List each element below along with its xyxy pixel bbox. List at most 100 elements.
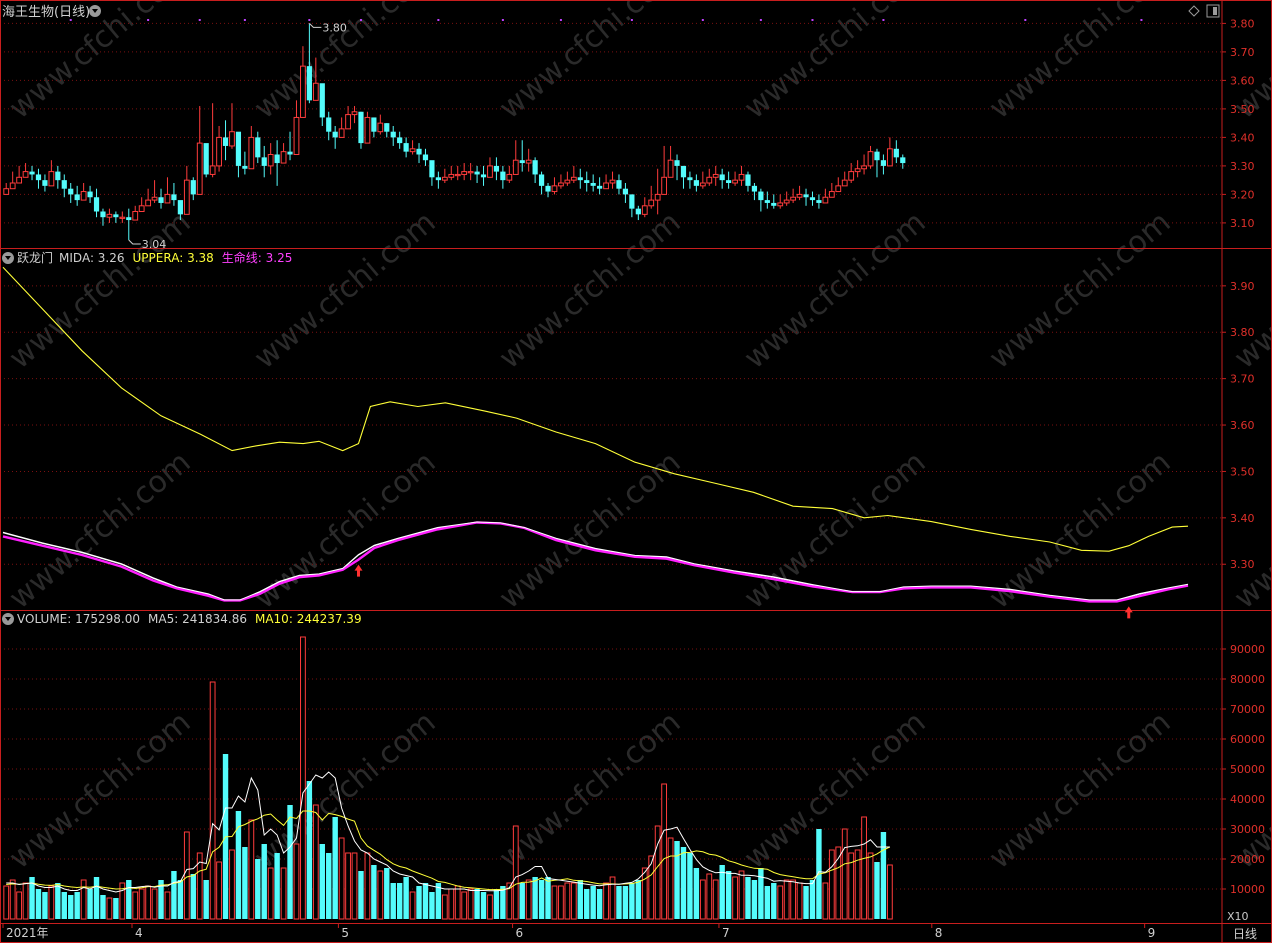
candle-body-up[interactable] [48, 171, 55, 187]
candle-body-down[interactable] [538, 174, 545, 186]
candle-body-up[interactable] [828, 191, 835, 198]
candle-body-down[interactable] [880, 160, 887, 166]
volume-bar-down[interactable] [771, 883, 777, 919]
volume-bar-up[interactable] [48, 885, 55, 920]
candle-body-up[interactable] [848, 171, 855, 181]
candle-body-up[interactable] [886, 148, 893, 167]
volume-bar-up[interactable] [229, 849, 235, 920]
volume-bar-down[interactable] [190, 874, 196, 919]
volume-bar-down[interactable] [74, 892, 80, 919]
volume-bar-down[interactable] [403, 877, 409, 919]
candle-body-up[interactable] [216, 136, 222, 167]
volume-bar-down[interactable] [126, 880, 132, 919]
volume-bar-down[interactable] [326, 853, 332, 919]
candle-body-up[interactable] [312, 82, 319, 101]
volume-bar-down[interactable] [622, 886, 629, 919]
volume-bar-down[interactable] [61, 892, 67, 919]
candle-body-up[interactable] [293, 116, 300, 155]
candle-body-up[interactable] [835, 185, 842, 193]
candle-body-down[interactable] [371, 117, 377, 132]
volume-bar-up[interactable] [145, 885, 152, 920]
volume-bar-down[interactable] [532, 877, 538, 919]
volume-bar-up[interactable] [603, 882, 609, 920]
buy-signal-arrow-icon[interactable] [354, 564, 363, 577]
candle-body-up[interactable] [345, 114, 351, 130]
volume-bar-up[interactable] [345, 852, 351, 920]
volume-bar-down[interactable] [474, 889, 480, 919]
diamond-icon[interactable] [1188, 5, 1200, 17]
candle-body-up[interactable] [300, 65, 306, 118]
candle-body-up[interactable] [441, 176, 448, 181]
volume-bar-up[interactable] [216, 861, 222, 920]
volume-bar-up[interactable] [267, 867, 274, 920]
volume-bar-down[interactable] [480, 892, 487, 919]
candle-body-down[interactable] [597, 185, 603, 189]
candle-body-up[interactable] [790, 196, 797, 201]
volume-bar-down[interactable] [751, 880, 758, 919]
volume-bar-down[interactable] [493, 889, 500, 919]
volume-bar-down[interactable] [255, 859, 261, 919]
candle-body-up[interactable] [525, 159, 532, 164]
candle-body-up[interactable] [738, 173, 745, 181]
volume-bar-down[interactable] [590, 886, 596, 919]
volume-bar-up[interactable] [467, 888, 474, 920]
candle-body-up[interactable] [648, 199, 655, 207]
volume-bar-down[interactable] [674, 841, 680, 919]
volume-bar-up[interactable] [138, 888, 145, 920]
candle-body-down[interactable] [68, 188, 74, 195]
volume-panel[interactable] [3, 636, 893, 920]
volume-bar-up[interactable] [280, 867, 287, 920]
volume-bar-down[interactable] [596, 889, 603, 919]
volume-bar-down[interactable] [158, 880, 164, 919]
volume-bar-down[interactable] [809, 880, 816, 919]
candle-body-down[interactable] [177, 200, 183, 215]
volume-bar-up[interactable] [16, 891, 23, 920]
candle-body-down[interactable] [235, 131, 242, 166]
volume-bar-up[interactable] [558, 885, 564, 920]
candle-body-down[interactable] [287, 151, 293, 155]
volume-bar-up[interactable] [796, 882, 803, 920]
candle-body-down[interactable] [435, 177, 441, 181]
volume-bar-down[interactable] [396, 883, 403, 919]
candle-body-up[interactable] [512, 159, 519, 175]
candle-body-down[interactable] [751, 185, 758, 192]
candle-body-down[interactable] [687, 177, 693, 181]
volume-bar-up[interactable] [699, 879, 706, 920]
volume-bar-up[interactable] [9, 879, 16, 920]
candle-body-down[interactable] [255, 137, 261, 158]
volume-bar-up[interactable] [106, 897, 113, 920]
candle-body-up[interactable] [841, 179, 848, 187]
volume-bar-up[interactable] [196, 852, 203, 920]
candle-body-down[interactable] [693, 180, 699, 186]
candle-body-down[interactable] [771, 202, 777, 206]
candle-body-down[interactable] [190, 180, 196, 195]
candle-body-down[interactable] [74, 194, 80, 201]
candle-body-down[interactable] [422, 154, 429, 161]
candle-body-down[interactable] [493, 165, 500, 172]
candle-body-down[interactable] [474, 171, 480, 175]
candle-body-up[interactable] [861, 165, 867, 170]
candle-body-down[interactable] [242, 165, 248, 169]
volume-bar-up[interactable] [377, 870, 384, 920]
volume-bar-down[interactable] [538, 880, 545, 919]
candle-body-up[interactable] [229, 131, 235, 147]
candle-body-up[interactable] [783, 199, 790, 204]
candle-body-down[interactable] [584, 180, 590, 183]
candle-body-down[interactable] [803, 194, 809, 198]
volume-bar-down[interactable] [319, 844, 325, 919]
volume-bar-up[interactable] [487, 894, 493, 920]
candle-body-down[interactable] [629, 194, 635, 209]
volume-bar-up[interactable] [648, 855, 655, 920]
volume-bar-down[interactable] [758, 868, 764, 919]
volume-bar-down[interactable] [764, 886, 771, 919]
panel-toggle-icon[interactable] [1206, 4, 1220, 18]
volume-bar-down[interactable] [545, 877, 551, 919]
candle-body-down[interactable] [100, 211, 106, 218]
volume-bar-up[interactable] [512, 825, 519, 920]
candle-body-down[interactable] [532, 160, 538, 175]
candle-body-down[interactable] [893, 148, 899, 158]
candle-body-up[interactable] [164, 193, 171, 204]
candle-body-down[interactable] [745, 174, 751, 186]
volume-bar-down[interactable] [384, 868, 390, 919]
candle-body-down[interactable] [222, 137, 229, 146]
